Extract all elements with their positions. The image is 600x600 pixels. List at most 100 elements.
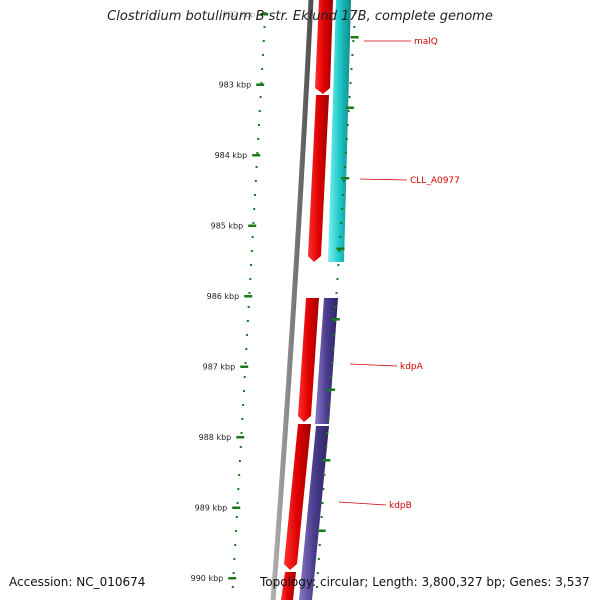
kdpB-feature [299,426,329,600]
gene-label-kdpA[interactable]: kdpA [349,362,424,372]
scale-dot [260,82,263,84]
scale-tick [236,436,245,439]
scale-dot [252,222,255,224]
outer-dot [316,572,319,574]
outer-dot [336,278,339,280]
scale-dot [240,432,243,434]
scale-dot [255,166,258,168]
scale-dot [238,474,241,476]
scale-tick-label: 985 kbp [211,222,244,231]
cds-feature-5 [281,572,296,600]
cds-feature-4 [284,424,311,570]
scale-tick [244,295,253,298]
svg-text:CLL_A0977: CLL_A0977 [410,176,460,186]
scale-dot [262,40,265,42]
outer-tick [350,36,359,39]
scale-track: 982 kbp 983 kbp 984 kbp 985 kbp 986 kbp 987 k… [191,10,269,588]
outer-dot [343,166,346,168]
scale-dot [234,530,237,532]
outer-dot [349,82,352,84]
outer-tick [327,388,336,391]
scale-dot [253,208,256,210]
gene-label-kdpB[interactable]: kdpB [338,501,412,511]
outer-dot [353,26,356,28]
scale-dot [261,54,264,56]
scale-dot [231,586,234,588]
scale-dot [241,418,244,420]
scale-dot [245,348,248,350]
outer-tick [341,177,350,180]
outer-dot [342,194,345,196]
scale-dot [244,362,247,364]
outer-dot [332,334,335,336]
cds-feature-1 [315,0,333,94]
outer-dot [341,208,344,210]
outer-dot [347,110,350,112]
scale-dot [234,544,237,546]
outer-dot [328,404,331,406]
gene-label-malQ[interactable]: malQ [364,37,438,47]
kdpA-feature [315,298,338,424]
outer-dot [344,152,347,154]
scale-tick-label: 986 kbp [207,292,240,301]
outer-dot [338,250,341,252]
scale-dot [246,320,249,322]
outer-dot [333,320,336,322]
scale-dot [246,334,249,336]
outer-dot [337,264,340,266]
scale-tick [248,224,257,227]
outer-dot [330,362,333,364]
outer-dot [329,376,332,378]
topology-text: Topology: circular; Length: 3,800,327 bp… [260,575,590,589]
svg-text:malQ: malQ [414,37,438,47]
scale-dot [242,390,245,392]
outer-dot [331,348,334,350]
scale-dot [233,558,236,560]
scale-dot [256,152,259,154]
scale-tick-label: 989 kbp [195,504,228,513]
outer-dot [343,180,345,182]
outer-dot [339,236,342,238]
outer-dot [318,544,321,546]
scale-dot [254,180,257,182]
outer-dot [345,138,348,140]
scale-dot [243,376,246,378]
scale-dot [249,278,252,280]
scale-tick [228,577,237,580]
scale-dot [239,446,242,448]
outer-dot [322,488,325,490]
outer-dot [340,222,343,224]
outer-dot [326,432,329,434]
cds-feature-3 [298,298,319,422]
gene-label-CLL_A0977[interactable]: CLL_A0977 [359,176,460,186]
scale-tick-label: 988 kbp [199,433,232,442]
outer-dot [350,68,353,70]
scale-tick [252,154,261,157]
scale-dot [258,110,261,112]
scale-dot [238,460,241,462]
scale-tick-label: 990 kbp [191,574,224,583]
scale-dot [235,516,238,518]
scale-dot [257,124,260,126]
outer-dot [321,502,324,504]
scale-dot [254,194,257,196]
outer-tick [336,247,345,250]
scale-dot [257,138,260,140]
accession-text: Accession: NC_010674 [9,575,146,589]
outer-dot [351,54,354,56]
outer-dot [315,586,318,588]
outer-tick-track [315,12,359,588]
outer-dot [348,96,351,98]
outer-dot [335,292,338,294]
scale-tick-label: 982 kbp [223,10,256,19]
genome-backbone [270,0,314,600]
svg-text:kdpA: kdpA [400,362,424,372]
scale-dot [251,236,254,238]
outer-dot [317,558,320,560]
outer-tick [331,318,340,321]
scale-dot [242,404,245,406]
outer-tick [322,459,331,462]
outer-tick [345,106,354,109]
